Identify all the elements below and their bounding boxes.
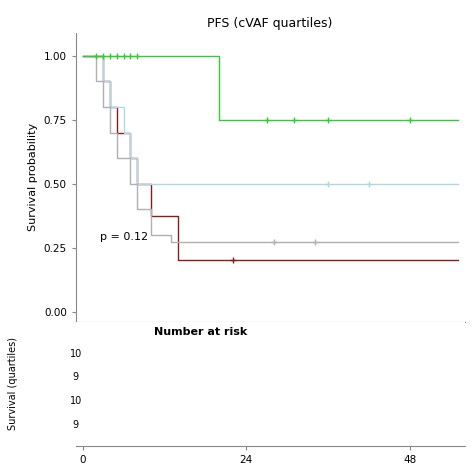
Y-axis label: Survival probability: Survival probability bbox=[28, 123, 38, 231]
Text: p = 0.12: p = 0.12 bbox=[100, 232, 148, 242]
Text: 10: 10 bbox=[70, 396, 82, 406]
Text: 9: 9 bbox=[73, 419, 79, 430]
Y-axis label: Survival (quartiles): Survival (quartiles) bbox=[8, 337, 18, 430]
Text: Number at risk: Number at risk bbox=[154, 327, 247, 337]
Text: 10: 10 bbox=[70, 349, 82, 359]
Text: 9: 9 bbox=[73, 372, 79, 382]
Title: PFS (cVAF quartiles): PFS (cVAF quartiles) bbox=[208, 17, 333, 30]
